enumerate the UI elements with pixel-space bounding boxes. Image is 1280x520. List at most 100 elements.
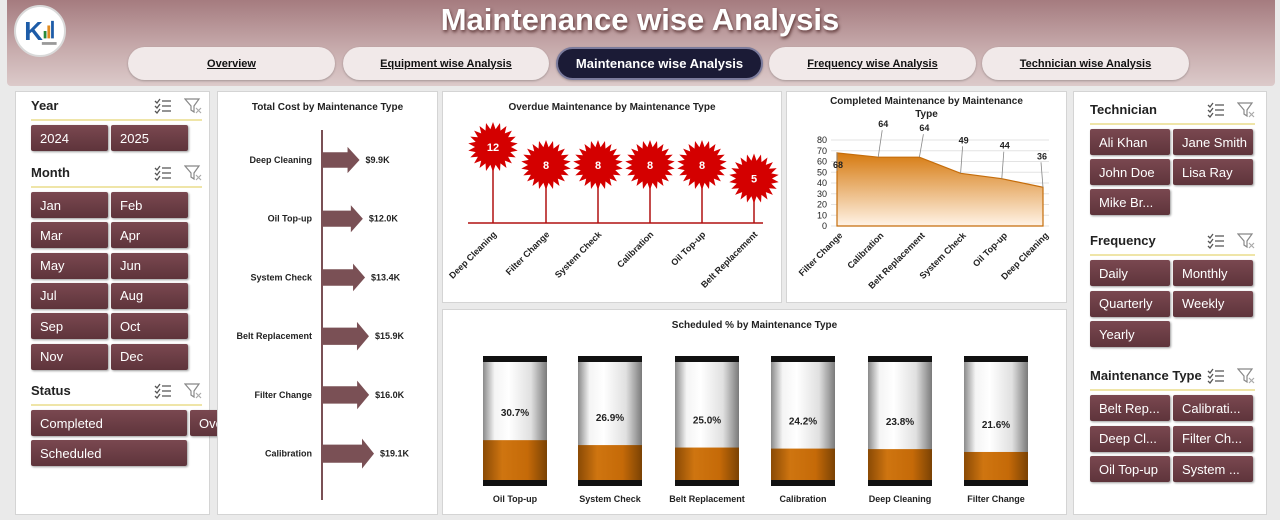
completed-leader-line xyxy=(919,134,924,158)
slicer-item-filter-ch[interactable]: Filter Ch... xyxy=(1173,425,1253,452)
slicer-item-calibrati[interactable]: Calibrati... xyxy=(1173,395,1253,421)
completed-category-label: Oil Top-up xyxy=(971,230,1010,269)
overdue-category-label: Filter Change xyxy=(504,229,552,277)
tube-base xyxy=(964,480,1028,486)
slicer-item-aug[interactable]: Aug xyxy=(111,282,188,309)
tube-base xyxy=(483,480,547,486)
slicer-item-weekly[interactable]: Weekly xyxy=(1173,290,1253,317)
slicer-item-oct[interactable]: Oct xyxy=(111,313,188,340)
cost-category-label: System Check xyxy=(250,272,313,282)
multi-select-icon[interactable] xyxy=(154,165,172,181)
scheduled-fill xyxy=(675,447,739,480)
clear-filter-icon[interactable] xyxy=(1237,102,1255,118)
slicer-controls xyxy=(154,165,202,181)
total-cost-chart-title: Total Cost by Maintenance Type xyxy=(251,102,404,113)
scheduled-value-label: 23.8% xyxy=(886,417,914,428)
multi-select-icon[interactable] xyxy=(1207,233,1225,249)
slicer-controls xyxy=(1207,233,1255,249)
cost-value-label: $16.0K xyxy=(375,390,405,400)
slicer-item-ali-khan[interactable]: Ali Khan xyxy=(1090,129,1170,155)
scheduled-chart: 30.7% Oil Top-up 26.9% System Check 25.0% Bel… xyxy=(483,356,1028,504)
slicer-item-john-doe[interactable]: John Doe xyxy=(1090,159,1170,185)
slicer-item-jane-smith[interactable]: Jane Smith xyxy=(1173,129,1253,155)
slicer-item-2024[interactable]: 2024 xyxy=(31,125,108,151)
slicer-item-mike-br[interactable]: Mike Br... xyxy=(1090,189,1170,215)
completed-y-tick: 60 xyxy=(817,157,827,167)
clear-filter-icon[interactable] xyxy=(1237,368,1255,384)
clear-filter-icon[interactable] xyxy=(1237,233,1255,249)
slicer-item-mar[interactable]: Mar xyxy=(31,222,108,249)
multi-select-icon[interactable] xyxy=(1207,102,1225,118)
scheduled-category-label: Filter Change xyxy=(967,494,1025,504)
slicer-item-nov[interactable]: Nov xyxy=(31,343,108,370)
overdue-value-label: 8 xyxy=(647,160,653,172)
slicer-item-sep[interactable]: Sep xyxy=(31,313,108,340)
slicer-item-deep-cl[interactable]: Deep Cl... xyxy=(1090,425,1170,452)
multi-select-icon[interactable] xyxy=(154,383,172,399)
completed-y-tick: 80 xyxy=(817,135,827,145)
tab-frequency-wise-analysis[interactable]: Frequency wise Analysis xyxy=(769,47,976,80)
slicer-controls xyxy=(154,383,202,399)
slicer-title: Frequency xyxy=(1090,233,1156,248)
slicer-item-oil-top-up[interactable]: Oil Top-up xyxy=(1090,456,1170,482)
slicer-item-may[interactable]: May xyxy=(31,252,108,279)
multi-select-icon[interactable] xyxy=(1207,368,1225,384)
overdue-value-label: 8 xyxy=(543,160,549,172)
slicer-item-system[interactable]: System ... xyxy=(1173,456,1253,482)
right-slicer-panel: Technician Ali Khan Jane Smith John Doe Lis… xyxy=(1073,91,1267,515)
multi-select-icon[interactable] xyxy=(154,98,172,114)
cost-bar-system-check xyxy=(322,263,366,292)
slicer-item-jan[interactable]: Jan xyxy=(31,192,108,218)
overdue-chart-panel: Overdue Maintenance by Maintenance Type … xyxy=(442,91,782,303)
slicer-item-jul[interactable]: Jul xyxy=(31,282,108,309)
tab-maintenance-wise-analysis[interactable]: Maintenance wise Analysis xyxy=(556,47,763,80)
slicer-item-2025[interactable]: 2025 xyxy=(111,125,188,151)
clear-filter-icon[interactable] xyxy=(184,98,202,114)
overdue-marker-filter-change xyxy=(521,140,571,190)
overdue-chart-title: Overdue Maintenance by Maintenance Type xyxy=(508,102,716,113)
overdue-marker-system-check xyxy=(573,140,623,190)
clear-filter-icon[interactable] xyxy=(184,383,202,399)
slicer-item-daily[interactable]: Daily xyxy=(1090,260,1170,286)
overdue-value-label: 8 xyxy=(699,160,705,172)
overdue-category-label: Belt Replacement xyxy=(699,229,759,289)
slicer-header-maintenance-type: Maintenance Type xyxy=(1090,368,1255,391)
cost-value-label: $19.1K xyxy=(380,449,410,459)
clear-filter-icon[interactable] xyxy=(184,165,202,181)
slicer-item-yearly[interactable]: Yearly xyxy=(1090,321,1170,347)
cost-bar-deep-cleaning xyxy=(322,146,360,174)
page-title: Maintenance wise Analysis xyxy=(440,2,840,37)
tube-cap xyxy=(868,356,932,362)
slicer-header-month: Month xyxy=(31,165,202,188)
scheduled-value-label: 26.9% xyxy=(596,413,624,424)
svg-text:K: K xyxy=(24,18,43,46)
tab-equipment-wise-analysis[interactable]: Equipment wise Analysis xyxy=(343,47,549,80)
slicer-item-feb[interactable]: Feb xyxy=(111,192,188,218)
slicer-title: Month xyxy=(31,165,70,180)
slicer-item-monthly[interactable]: Monthly xyxy=(1173,260,1253,286)
slicer-item-jun[interactable]: Jun xyxy=(111,252,188,279)
slicer-item-quarterly[interactable]: Quarterly xyxy=(1090,290,1170,317)
slicer-header-status: Status xyxy=(31,383,202,406)
tab-overview[interactable]: Overview xyxy=(128,47,335,80)
overdue-category-label: Calibration xyxy=(615,229,655,269)
scheduled-value-label: 30.7% xyxy=(501,408,529,419)
tube-cap xyxy=(578,356,642,362)
tab-technician-wise-analysis[interactable]: Technician wise Analysis xyxy=(982,47,1189,80)
slicer-item-belt-rep[interactable]: Belt Rep... xyxy=(1090,395,1170,421)
slicer-item-scheduled[interactable]: Scheduled xyxy=(31,440,187,466)
slicer-header-frequency: Frequency xyxy=(1090,233,1255,256)
overdue-marker-deep-cleaning xyxy=(468,122,518,172)
completed-chart-title: Completed Maintenance by Maintenance Typ… xyxy=(830,96,1023,120)
completed-y-tick: 50 xyxy=(817,167,827,177)
slicer-item-lisa-ray[interactable]: Lisa Ray xyxy=(1173,159,1253,185)
tube-base xyxy=(578,480,642,486)
completed-value-label: 64 xyxy=(878,119,888,129)
slicer-title: Technician xyxy=(1090,102,1157,117)
completed-y-tick: 40 xyxy=(817,178,827,188)
slicer-item-dec[interactable]: Dec xyxy=(111,343,188,370)
slicer-item-completed[interactable]: Completed xyxy=(31,410,187,436)
slicer-divider xyxy=(1090,389,1255,391)
slicer-item-apr[interactable]: Apr xyxy=(111,222,188,249)
